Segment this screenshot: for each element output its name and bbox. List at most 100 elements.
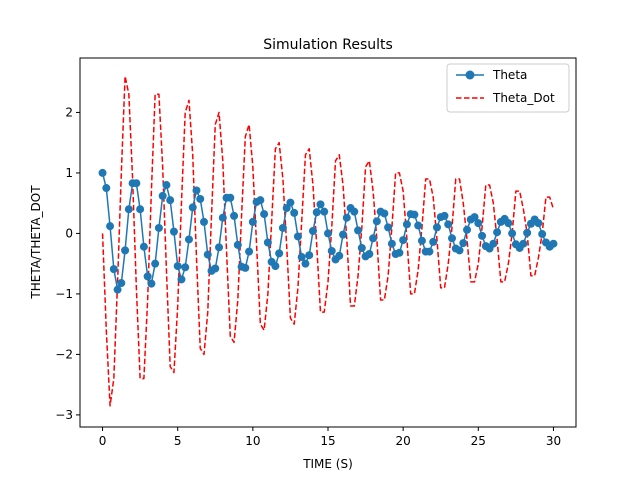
theta-point <box>166 196 175 205</box>
legend-box <box>446 63 570 113</box>
theta-point <box>263 238 272 247</box>
theta-point <box>113 285 122 294</box>
theta-point <box>117 279 126 288</box>
x-tick-label: 30 <box>546 434 561 448</box>
theta-point <box>305 251 314 260</box>
theta-point <box>143 272 152 281</box>
x-tick-label: 0 <box>99 434 107 448</box>
theta-point <box>523 228 532 237</box>
theta-point <box>184 235 193 244</box>
theta-point <box>248 217 257 226</box>
theta-point <box>278 223 287 232</box>
y-tick-label: 2 <box>65 105 73 119</box>
theta-point <box>181 263 190 272</box>
theta-point <box>463 225 472 234</box>
x-tick-label: 10 <box>245 434 260 448</box>
theta-point <box>308 227 317 236</box>
theta-point <box>169 227 178 236</box>
theta-point <box>147 279 156 288</box>
theta-point <box>211 264 220 273</box>
theta-point <box>493 228 502 237</box>
x-tick-label: 25 <box>471 434 486 448</box>
theta-point <box>489 239 498 248</box>
theta-point <box>369 234 378 243</box>
series-line-theta-dot <box>101 75 555 407</box>
theta-point <box>402 220 411 229</box>
theta-point <box>459 239 468 248</box>
theta-point <box>387 239 396 248</box>
theta-point <box>432 223 441 232</box>
theta-point <box>417 236 426 245</box>
theta-point <box>215 243 224 252</box>
theta-point <box>124 205 133 214</box>
theta-point <box>384 223 393 232</box>
theta-point <box>286 198 295 207</box>
theta-point <box>380 209 389 218</box>
theta-point <box>151 259 160 268</box>
theta-point <box>245 247 254 256</box>
theta-point <box>154 223 163 232</box>
chart-title: Simulation Results <box>263 37 393 53</box>
theta-point <box>339 230 348 239</box>
theta-point <box>158 191 167 200</box>
theta-point <box>354 226 363 235</box>
y-tick-label: 0 <box>65 226 73 240</box>
theta-point <box>327 246 336 255</box>
theta-point <box>534 219 543 228</box>
theta-point <box>290 208 299 217</box>
theta-point <box>395 248 404 257</box>
theta-point <box>474 219 483 228</box>
theta-point <box>320 207 329 216</box>
y-tick-label: 1 <box>65 166 73 180</box>
y-axis-label: THETA/THETA_DOT <box>29 185 43 300</box>
theta-point <box>177 275 186 284</box>
x-tick-label: 5 <box>174 434 182 448</box>
theta-point <box>200 217 208 226</box>
theta-point <box>121 246 130 255</box>
theta-point <box>196 194 205 203</box>
theta-point <box>136 205 145 214</box>
theta-point <box>275 249 284 258</box>
theta-point <box>106 222 115 231</box>
x-axis: 0 5 10 15 20 25 30 <box>99 427 561 448</box>
y-tick-label: −2 <box>55 347 73 361</box>
theta-point <box>301 259 310 268</box>
x-tick-label: 15 <box>320 434 335 448</box>
plot-series-group <box>98 75 558 407</box>
theta-point <box>226 193 235 202</box>
theta-point <box>365 249 374 258</box>
x-axis-label: TIME (S) <box>302 457 353 471</box>
legend-label-theta: Theta <box>492 68 527 82</box>
y-axis: −3 −2 −1 0 1 2 <box>55 105 80 422</box>
theta-point <box>549 239 558 248</box>
theta-point <box>538 230 547 239</box>
theta-point <box>109 265 118 274</box>
theta-point <box>342 213 351 222</box>
theta-point <box>372 217 381 226</box>
theta-point <box>399 236 408 245</box>
theta-point <box>98 168 107 177</box>
theta-point <box>293 232 302 241</box>
theta-point <box>139 242 148 251</box>
theta-point <box>218 213 227 222</box>
y-tick-label: −3 <box>55 408 73 422</box>
theta-point <box>335 251 344 260</box>
theta-point <box>203 250 212 259</box>
theta-point <box>230 211 239 220</box>
theta-point <box>429 237 438 246</box>
legend: Theta Theta_Dot <box>446 63 570 113</box>
theta-point <box>440 211 449 220</box>
theta-point <box>188 203 197 212</box>
theta-point <box>470 213 479 222</box>
theta-point <box>414 221 423 230</box>
x-tick-label: 20 <box>396 434 411 448</box>
y-tick-label: −1 <box>55 287 73 301</box>
theta-point <box>173 262 182 271</box>
theta-point <box>425 247 434 256</box>
theta-point <box>519 239 528 248</box>
theta-point <box>357 243 366 252</box>
theta-point <box>504 219 513 228</box>
theta-point <box>350 207 359 216</box>
theta-point <box>256 196 265 205</box>
theta-point <box>132 179 141 188</box>
